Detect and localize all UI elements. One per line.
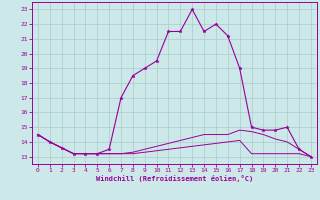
X-axis label: Windchill (Refroidissement éolien,°C): Windchill (Refroidissement éolien,°C) xyxy=(96,175,253,182)
